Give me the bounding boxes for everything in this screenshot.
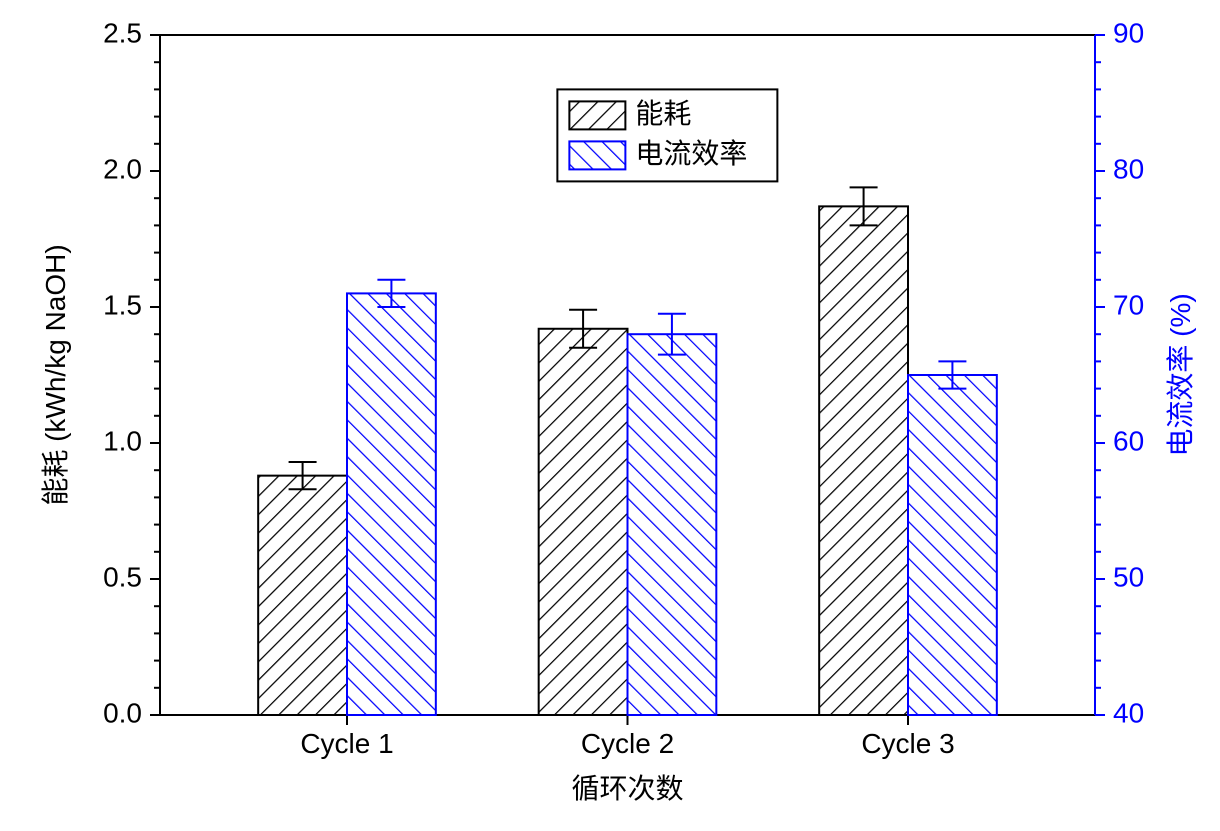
bar-energy [539,329,628,715]
y-right-tick-label: 60 [1113,425,1144,456]
y-left-tick-label: 2.0 [103,153,142,184]
y-left-tick-label: 1.0 [103,425,142,456]
y-left-tick-label: 0.5 [103,561,142,592]
bar-efficiency [908,375,997,715]
x-tick-label: Cycle 3 [861,728,954,759]
x-ticks: Cycle 1 Cycle 2 Cycle 3 [300,715,954,759]
legend-swatch [569,101,625,129]
y-left-tick-label: 0.0 [103,697,142,728]
y-left-ticks: 0.0 0.5 1.0 1.5 2.0 2.5 [103,17,160,728]
y-right-tick-label: 40 [1113,697,1144,728]
y-right-tick-label: 80 [1113,153,1144,184]
bar-efficiency [347,293,436,715]
y-left-tick-label: 2.5 [103,17,142,48]
bars-group [258,206,997,715]
bar-energy [819,206,908,715]
y-left-axis-label: 能耗 (kWh/kg NaOH) [40,244,71,505]
y-right-axis-label: 电流效率 (%) [1165,293,1196,456]
y-left-tick-label: 1.5 [103,289,142,320]
x-axis-label: 循环次数 [571,773,683,804]
y-right-tick-label: 50 [1113,561,1144,592]
dual-axis-bar-chart: 0.00.51.01.52.02.5 405060708090 Cycle 1C… [0,0,1220,831]
legend-label: 电流效率 [635,138,747,169]
bar-efficiency [628,334,717,715]
x-tick-label: Cycle 1 [300,728,393,759]
x-tick-label: Cycle 2 [581,728,674,759]
legend: 能耗电流效率 [557,89,777,181]
bar-energy [258,476,347,715]
y-right-tick-label: 90 [1113,17,1144,48]
legend-label: 能耗 [635,98,691,129]
y-right-tick-label: 70 [1113,289,1144,320]
legend-swatch [569,141,625,169]
y-right-ticks: 40 50 60 70 80 90 [1095,17,1144,728]
